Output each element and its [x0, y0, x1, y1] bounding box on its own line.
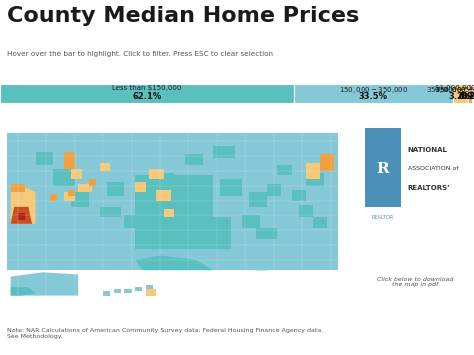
- Bar: [103, 291, 110, 296]
- Bar: [320, 154, 334, 171]
- Bar: [299, 205, 313, 217]
- Bar: [242, 215, 259, 228]
- Text: ASSOCIATION of: ASSOCIATION of: [408, 166, 458, 171]
- Text: REALTORS’: REALTORS’: [408, 185, 450, 191]
- Bar: [468, 84, 472, 103]
- Bar: [124, 289, 132, 294]
- Text: $350,000-$550,000: $350,000-$550,000: [426, 85, 474, 95]
- Text: $150,000-$350,000: $150,000-$350,000: [339, 85, 408, 95]
- Bar: [306, 173, 323, 186]
- Bar: [135, 287, 142, 291]
- Bar: [100, 277, 164, 298]
- Bar: [146, 289, 156, 296]
- Bar: [156, 190, 171, 201]
- Text: REALTOR: REALTOR: [372, 215, 394, 220]
- Bar: [64, 192, 75, 201]
- Polygon shape: [7, 133, 89, 165]
- Bar: [135, 181, 146, 192]
- Text: 62.1%: 62.1%: [132, 92, 162, 102]
- Bar: [453, 84, 468, 103]
- Bar: [7, 133, 337, 270]
- Polygon shape: [135, 256, 213, 270]
- Bar: [124, 215, 142, 228]
- Bar: [7, 272, 85, 298]
- Text: 0.2%: 0.2%: [461, 92, 474, 102]
- Text: R: R: [376, 162, 389, 176]
- Bar: [53, 169, 75, 186]
- Bar: [10, 184, 25, 192]
- Text: $550,000-$750,000: $550,000-$750,000: [435, 85, 474, 95]
- Polygon shape: [256, 234, 270, 270]
- Bar: [18, 213, 25, 219]
- Bar: [78, 184, 92, 192]
- Bar: [114, 289, 121, 294]
- Bar: [50, 194, 57, 201]
- Bar: [266, 184, 281, 196]
- Bar: [171, 179, 213, 217]
- Polygon shape: [10, 186, 36, 224]
- Text: 0.2%: 0.2%: [462, 92, 474, 102]
- Polygon shape: [10, 287, 36, 296]
- Bar: [0, 84, 294, 103]
- Text: $750,000-$1,000,000: $750,000-$1,000,000: [435, 85, 474, 95]
- Polygon shape: [7, 150, 46, 234]
- Bar: [0, 112, 356, 298]
- Polygon shape: [10, 272, 78, 296]
- Polygon shape: [10, 207, 32, 224]
- Bar: [71, 169, 82, 179]
- Text: NATIONAL: NATIONAL: [408, 147, 447, 153]
- Bar: [365, 128, 401, 207]
- Polygon shape: [231, 228, 284, 270]
- Bar: [36, 152, 53, 165]
- Bar: [277, 165, 292, 175]
- Bar: [313, 217, 327, 228]
- Bar: [472, 84, 473, 103]
- Bar: [156, 173, 174, 186]
- Bar: [67, 190, 75, 196]
- Text: Less than $150,000: Less than $150,000: [112, 85, 182, 91]
- Bar: [306, 163, 320, 179]
- Bar: [100, 163, 110, 171]
- Text: Click below to download
the map in pdf: Click below to download the map in pdf: [376, 277, 453, 288]
- Bar: [249, 192, 266, 207]
- Text: 33.5%: 33.5%: [359, 92, 388, 102]
- Bar: [294, 84, 453, 103]
- Bar: [164, 209, 174, 217]
- Bar: [256, 228, 277, 239]
- Bar: [284, 165, 334, 228]
- Bar: [100, 207, 121, 217]
- Bar: [107, 181, 124, 196]
- Bar: [7, 150, 36, 179]
- Bar: [195, 217, 231, 249]
- Text: County Median Home Prices: County Median Home Prices: [7, 6, 359, 26]
- Bar: [178, 217, 206, 234]
- Bar: [220, 179, 242, 196]
- Text: 0.9%: 0.9%: [458, 92, 474, 102]
- Bar: [71, 192, 89, 207]
- Text: 3.2%: 3.2%: [449, 92, 472, 102]
- Bar: [89, 179, 96, 186]
- Text: Hover over the bar to highlight. Click to filter. Press ESC to clear selection: Hover over the bar to highlight. Click t…: [7, 51, 273, 57]
- Polygon shape: [135, 175, 213, 249]
- Bar: [64, 152, 75, 169]
- Polygon shape: [266, 133, 337, 171]
- Text: Note: NAR Calculations of American Community Survey data; Federal Housing Financ: Note: NAR Calculations of American Commu…: [7, 328, 323, 339]
- Bar: [149, 192, 171, 207]
- Bar: [292, 190, 306, 201]
- Bar: [149, 169, 164, 179]
- Bar: [473, 84, 474, 103]
- Bar: [185, 154, 203, 165]
- Bar: [146, 285, 153, 289]
- Text: $1,000,000 and more: $1,000,000 and more: [436, 85, 474, 91]
- Bar: [213, 146, 235, 158]
